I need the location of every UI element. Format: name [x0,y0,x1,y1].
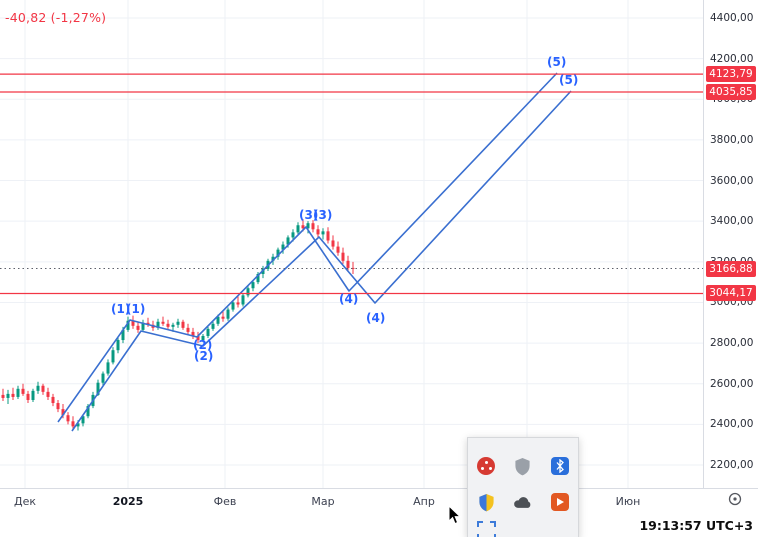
svg-text:(3): (3) [299,208,318,222]
antivirus-icon[interactable] [476,456,496,476]
svg-text:(5): (5) [547,55,566,69]
price-tick: 3800,00 [710,133,754,146]
clock-label: 19:13:57 UTC+3 [639,518,753,533]
price-badge: 3166,88 [706,260,756,277]
svg-text:(1): (1) [111,302,130,316]
svg-text:(4): (4) [339,292,358,306]
time-label: Фев [213,495,237,508]
defender-shield-icon[interactable] [476,492,496,512]
time-label: Апр [413,495,435,508]
sync-arrow-icon[interactable] [550,492,570,512]
price-tick: 4200,00 [710,52,754,65]
price-axis[interactable]: 4400,004200,004000,003800,003600,003400,… [703,0,758,488]
selection-box[interactable] [477,521,496,537]
svg-text:(2): (2) [193,338,212,352]
svg-text:(1): (1) [126,302,145,316]
price-badge: 4035,85 [706,83,756,100]
time-label: Дек [13,495,37,508]
svg-text:(3): (3) [313,208,332,222]
time-label: 2025 [112,495,144,508]
shield-icon[interactable] [513,456,533,476]
time-axis[interactable]: Дек 2025 Фев Мар Апр Июн [0,488,758,515]
price-tick: 2400,00 [710,418,754,431]
price-tick: 2200,00 [710,459,754,471]
time-label: Июн [615,495,641,508]
price-badge: 4123,79 [706,66,756,83]
system-tray-popup [467,437,579,537]
time-label: Мар [311,495,335,508]
svg-text:(4): (4) [366,311,385,325]
price-change-label: -40,82 (-1,27%) [5,10,107,25]
svg-text:(5): (5) [559,73,578,87]
cloud-icon[interactable] [513,492,533,512]
price-tick: 4400,00 [710,12,754,24]
price-tick: 3400,00 [710,215,754,228]
price-tick: 2600,00 [710,377,754,390]
price-tick: 2800,00 [710,337,754,350]
price-chart[interactable]: (1)(1) (2)(2) (3)(3) (4) (4) (5) (5) [0,0,703,488]
axis-settings-icon[interactable] [727,491,743,511]
price-badge: 3044,17 [706,285,756,302]
svg-text:(2): (2) [194,349,213,363]
bluetooth-icon[interactable] [550,456,570,476]
price-tick: 3600,00 [710,174,754,187]
